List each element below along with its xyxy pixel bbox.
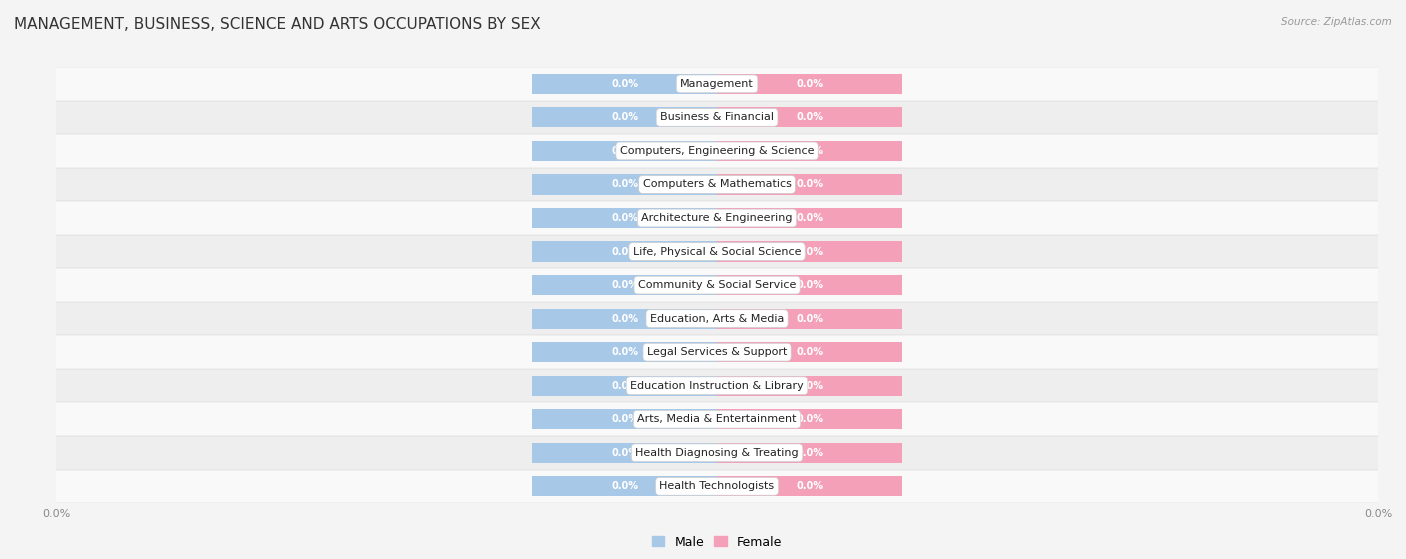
Bar (56, 335, 1378, 369)
Bar (717, 443, 903, 463)
Bar (56, 369, 1378, 402)
Text: Health Diagnosing & Treating: Health Diagnosing & Treating (636, 448, 799, 458)
Text: 0.0%: 0.0% (796, 314, 823, 324)
Text: 0.0%: 0.0% (612, 179, 638, 190)
Text: Computers, Engineering & Science: Computers, Engineering & Science (620, 146, 814, 156)
Text: Education Instruction & Library: Education Instruction & Library (630, 381, 804, 391)
Text: 0.0%: 0.0% (612, 481, 638, 491)
Bar (531, 174, 717, 195)
Bar (56, 302, 1378, 335)
Bar (717, 174, 903, 195)
Text: Life, Physical & Social Science: Life, Physical & Social Science (633, 247, 801, 257)
Bar (531, 309, 717, 329)
Bar (717, 74, 903, 94)
Bar (56, 168, 1378, 201)
Bar (56, 268, 1378, 302)
Bar (531, 443, 717, 463)
Bar (531, 275, 717, 295)
Bar (531, 241, 717, 262)
Text: 0.0%: 0.0% (796, 213, 823, 223)
Text: Education, Arts & Media: Education, Arts & Media (650, 314, 785, 324)
Text: 0.0%: 0.0% (612, 381, 638, 391)
Bar (717, 275, 903, 295)
Bar (56, 67, 1378, 101)
Text: 0.0%: 0.0% (796, 79, 823, 89)
Text: 0.0%: 0.0% (796, 146, 823, 156)
Bar (717, 409, 903, 429)
Text: Computers & Mathematics: Computers & Mathematics (643, 179, 792, 190)
Bar (531, 476, 717, 496)
Text: 0.0%: 0.0% (612, 414, 638, 424)
Bar (717, 342, 903, 362)
Text: 0.0%: 0.0% (796, 280, 823, 290)
Text: 0.0%: 0.0% (612, 213, 638, 223)
Text: Legal Services & Support: Legal Services & Support (647, 347, 787, 357)
Text: 0.0%: 0.0% (612, 347, 638, 357)
Text: Health Technologists: Health Technologists (659, 481, 775, 491)
Bar (56, 436, 1378, 470)
Bar (717, 376, 903, 396)
Text: 0.0%: 0.0% (612, 280, 638, 290)
Bar (56, 402, 1378, 436)
Bar (717, 208, 903, 228)
Bar (717, 141, 903, 161)
Text: 0.0%: 0.0% (612, 79, 638, 89)
Text: 0.0%: 0.0% (796, 347, 823, 357)
Bar (56, 134, 1378, 168)
Legend: Male, Female: Male, Female (647, 530, 787, 553)
Text: 0.0%: 0.0% (796, 112, 823, 122)
Text: 0.0%: 0.0% (796, 481, 823, 491)
Text: Community & Social Service: Community & Social Service (638, 280, 796, 290)
Bar (531, 342, 717, 362)
Bar (717, 241, 903, 262)
Bar (531, 409, 717, 429)
Text: 0.0%: 0.0% (796, 179, 823, 190)
Text: Arts, Media & Entertainment: Arts, Media & Entertainment (637, 414, 797, 424)
Bar (717, 476, 903, 496)
Text: Management: Management (681, 79, 754, 89)
Text: Source: ZipAtlas.com: Source: ZipAtlas.com (1281, 17, 1392, 27)
Bar (531, 107, 717, 127)
Bar (717, 309, 903, 329)
Text: Architecture & Engineering: Architecture & Engineering (641, 213, 793, 223)
Text: 0.0%: 0.0% (612, 112, 638, 122)
Bar (717, 107, 903, 127)
Text: 0.0%: 0.0% (612, 146, 638, 156)
Text: 0.0%: 0.0% (796, 448, 823, 458)
Text: 0.0%: 0.0% (612, 314, 638, 324)
Text: Business & Financial: Business & Financial (659, 112, 775, 122)
Text: 0.0%: 0.0% (612, 448, 638, 458)
Bar (56, 470, 1378, 503)
Text: MANAGEMENT, BUSINESS, SCIENCE AND ARTS OCCUPATIONS BY SEX: MANAGEMENT, BUSINESS, SCIENCE AND ARTS O… (14, 17, 541, 32)
Bar (531, 208, 717, 228)
Text: 0.0%: 0.0% (796, 414, 823, 424)
Bar (531, 376, 717, 396)
Bar (531, 74, 717, 94)
Text: 0.0%: 0.0% (796, 247, 823, 257)
Text: 0.0%: 0.0% (796, 381, 823, 391)
Bar (56, 235, 1378, 268)
Bar (56, 201, 1378, 235)
Text: 0.0%: 0.0% (612, 247, 638, 257)
Bar (56, 101, 1378, 134)
Bar (531, 141, 717, 161)
